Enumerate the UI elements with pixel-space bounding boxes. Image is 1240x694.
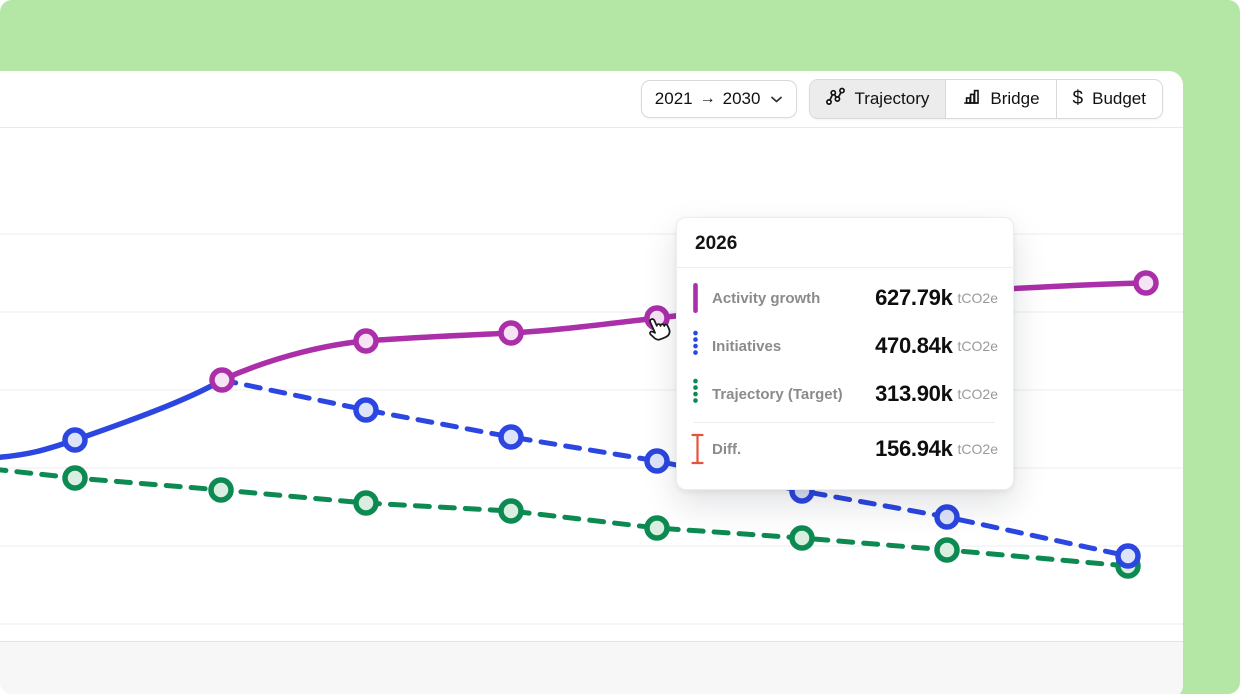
- tooltip-row-initiatives: Initiatives 470.84k tCO2e: [691, 322, 998, 370]
- trajectory-target-swatch-icon: [691, 377, 712, 411]
- chart-area: 2026 Activity growth 627.79k tCO2e: [0, 128, 1183, 641]
- card-header: 2021 → 2030: [0, 71, 1183, 128]
- tab-budget[interactable]: $ Budget: [1055, 80, 1162, 118]
- tab-label: Bridge: [990, 89, 1040, 108]
- chart-tooltip: 2026 Activity growth 627.79k tCO2e: [676, 217, 1014, 490]
- dollar-icon: $: [1072, 88, 1084, 109]
- tab-label: Trajectory: [854, 89, 930, 108]
- activity-growth-swatch-icon: [691, 281, 712, 315]
- trajectory-chart[interactable]: [0, 128, 1183, 641]
- range-start: 2021: [654, 89, 693, 108]
- diff-ibeam-icon: [691, 431, 712, 467]
- date-range-selector[interactable]: 2021 → 2030: [640, 80, 798, 118]
- bar-chart-icon: [962, 87, 981, 111]
- chart-card: 2021 → 2030: [0, 71, 1183, 694]
- arrow-right-icon: →: [699, 90, 716, 107]
- tooltip-row-activity-growth: Activity growth 627.79k tCO2e: [691, 274, 998, 322]
- trajectory-icon: [826, 87, 846, 111]
- tooltip-row-diff: Diff. 156.94k tCO2e: [691, 423, 998, 475]
- tooltip-year: 2026: [695, 233, 738, 254]
- tab-trajectory[interactable]: Trajectory: [810, 80, 946, 118]
- tab-label: Budget: [1092, 89, 1146, 108]
- tooltip-row-trajectory-target: Trajectory (Target) 313.90k tCO2e: [691, 370, 998, 418]
- initiatives-swatch-icon: [691, 329, 712, 363]
- cursor-pointer-icon: [638, 307, 680, 351]
- series-trajectory-target[interactable]: [0, 465, 1141, 579]
- view-switcher: Trajectory Bridge $ Budget: [809, 79, 1163, 119]
- card-footer: [0, 641, 1183, 694]
- chevron-down-icon: [770, 95, 783, 104]
- range-end: 2030: [722, 89, 761, 108]
- divider: [694, 422, 995, 423]
- tab-bridge[interactable]: Bridge: [945, 80, 1056, 118]
- divider: [677, 267, 1013, 268]
